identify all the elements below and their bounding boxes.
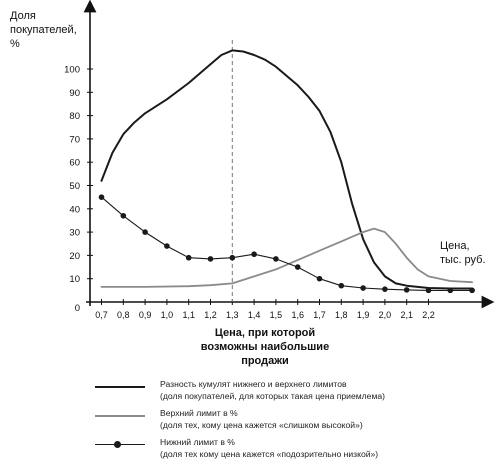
series-line-2: [100, 196, 473, 291]
data-point: [425, 287, 432, 294]
x-tick-label: 1,5: [270, 310, 283, 320]
data-point: [294, 264, 301, 270]
x-tick-label: 1,1: [182, 310, 195, 320]
data-point: [120, 212, 127, 219]
x-tick-label: 0,8: [117, 310, 130, 320]
legend: Разность кумулят нижнего и верхнего лими…: [0, 370, 500, 465]
data-point: [164, 243, 170, 249]
series-group: [98, 40, 475, 302]
annotation-label: Цена, при которой: [215, 327, 315, 339]
x-tick-label: 1,2: [204, 310, 217, 320]
y-axis-label: Доля: [10, 10, 36, 22]
legend-item-cumulative: Разность кумулят нижнего и верхнего лими…: [95, 378, 495, 410]
x-tick-label: 2,2: [422, 310, 435, 320]
legend-swatch-cumulative: [95, 386, 145, 388]
legend-marker-dot: [114, 441, 121, 448]
y-tick-label: 70: [69, 134, 80, 145]
annotation-label: возможны наибольшие: [201, 341, 329, 353]
series-line-0: [100, 49, 474, 290]
data-point: [382, 286, 388, 292]
data-point: [229, 254, 236, 261]
y-tick-label: 100: [64, 65, 80, 76]
data-point: [360, 285, 366, 291]
data-point: [251, 251, 257, 258]
legend-item-lower-limit: Нижний лимит в % (доля тех кому цена каж…: [95, 436, 495, 468]
y-tick-label: 40: [69, 204, 80, 215]
x-tick-label: 1,3: [226, 310, 239, 320]
data-point: [142, 229, 148, 235]
data-point: [185, 254, 192, 261]
x-tick-label: 2,1: [400, 310, 413, 320]
x-tick-label: 0,7: [95, 310, 108, 320]
legend-item-upper-limit: Верхний лимит в % (доля тех, кому цена к…: [95, 407, 495, 439]
chart: 0 10 20 30 40 50 60 70 80 90 100 0,7 0,8 0,9 1,0 1,1 1,2…: [10, 0, 495, 367]
y-tick-label: 50: [69, 181, 80, 192]
data-point: [469, 287, 475, 294]
y-tick-label: 80: [69, 111, 80, 122]
legend-sublabel: (доля покупателей, для которых такая цен…: [160, 391, 386, 401]
data-point: [338, 282, 345, 289]
data-point: [273, 256, 279, 262]
axes: [83, 0, 495, 309]
x-axis-label: тыс. руб.: [440, 254, 486, 266]
legend-sublabel: (доля тех, кому цена кажется «слишком вы…: [160, 420, 363, 430]
annotation-label: продажи: [241, 355, 289, 367]
x-tick-label: 1,4: [248, 310, 261, 320]
y-axis-label: покупателей,: [10, 24, 77, 36]
y-tick-label: 20: [69, 251, 80, 262]
data-point: [207, 256, 214, 262]
x-tick-label: 1,9: [357, 310, 370, 320]
ticks: 0 10 20 30 40 50 60 70 80 90 100 0,7 0,8 0,9 1,0 1,1 1,2…: [64, 65, 435, 321]
data-point: [316, 275, 323, 282]
x-tick-label: 1,7: [313, 310, 326, 320]
x-tick-label: 1,8: [335, 310, 348, 320]
legend-sublabel: (доля тех кому цена кажется «подозритель…: [160, 449, 379, 459]
legend-swatch-upper-limit: [95, 415, 145, 417]
x-tick-label: 0,9: [139, 310, 152, 320]
legend-label: Верхний лимит в %: [160, 408, 238, 418]
y-axis-label: %: [10, 38, 20, 50]
data-point: [403, 287, 410, 293]
x-tick-label: 2,0: [379, 310, 392, 320]
data-point: [98, 194, 105, 200]
y-tick-label: 0: [75, 303, 80, 314]
data-point: [447, 287, 454, 294]
x-axis-label: Цена,: [440, 240, 470, 252]
y-tick-label: 10: [69, 274, 80, 285]
y-tick-label: 90: [69, 88, 80, 99]
y-tick-label: 30: [69, 228, 80, 239]
y-tick-label: 60: [69, 158, 80, 169]
x-tick-label: 1,6: [291, 310, 304, 320]
x-tick-label: 1,0: [161, 310, 174, 320]
chart-labels: Доля покупателей,% Цена, тыс. руб. Цена, при…: [10, 10, 486, 367]
series-line-1: [100, 227, 473, 288]
legend-label: Разность кумулят нижнего и верхнего лими…: [160, 379, 347, 389]
legend-label: Нижний лимит в %: [160, 437, 235, 447]
